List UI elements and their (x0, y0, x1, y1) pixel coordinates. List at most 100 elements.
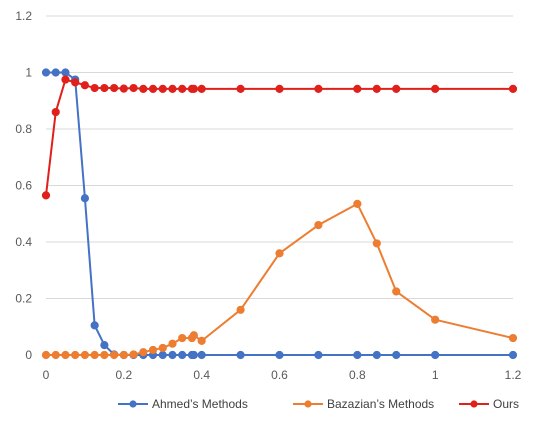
data-point (178, 84, 187, 93)
data-point (353, 84, 362, 93)
data-point (197, 336, 206, 345)
data-point (71, 350, 80, 360)
series-line (46, 71, 513, 356)
x-tick-label: 1 (432, 368, 439, 382)
data-point (189, 331, 198, 340)
data-point (80, 81, 90, 90)
data-point (71, 78, 80, 87)
y-tick-label: 0 (25, 348, 32, 362)
data-point (197, 84, 206, 93)
data-point (119, 84, 128, 93)
data-point (51, 107, 60, 117)
data-point (168, 350, 177, 360)
data-point (90, 321, 99, 330)
data-point (168, 84, 177, 93)
x-tick-label: 0 (43, 368, 50, 382)
data-point (178, 350, 187, 360)
x-tick-label: 0.6 (271, 368, 288, 382)
data-point (100, 341, 109, 350)
data-point (372, 239, 381, 248)
x-axis-ticks: 0 0.2 0.4 0.6 0.8 1 1.2 (43, 368, 522, 382)
legend-item: Bazazian’s Methods (293, 397, 434, 411)
data-point (197, 350, 206, 360)
legend-label: Ahmed’s Methods (152, 397, 248, 411)
data-point (90, 83, 99, 93)
y-tick-label: 1.2 (15, 9, 32, 23)
y-tick-label: 0.8 (15, 122, 32, 136)
data-point (110, 350, 119, 360)
data-point (148, 345, 158, 355)
data-point (353, 199, 362, 208)
data-point (80, 350, 90, 360)
data-point (508, 84, 518, 93)
data-point (41, 350, 51, 360)
data-point (431, 350, 440, 360)
legend-item: Ahmed’s Methods (118, 397, 248, 411)
x-tick-label: 0.2 (115, 368, 132, 382)
series-0 (41, 68, 518, 360)
data-point (90, 350, 99, 360)
data-point (129, 350, 138, 359)
data-point (392, 287, 401, 296)
data-point (51, 350, 60, 360)
data-point (61, 68, 70, 77)
y-tick-label: 1 (25, 66, 32, 80)
data-point (119, 350, 128, 360)
data-point (508, 333, 518, 343)
y-axis-ticks: 0 0.2 0.4 0.6 0.8 1 1.2 (15, 9, 32, 362)
data-point (275, 350, 284, 360)
data-point (431, 84, 440, 93)
data-point (189, 350, 198, 360)
data-point (372, 350, 381, 360)
series-lines (41, 68, 518, 360)
data-point (236, 350, 245, 360)
data-point (431, 315, 440, 324)
y-tick-label: 0.4 (15, 235, 32, 249)
legend: Ahmed’s Methods Bazazian’s Methods Ours (118, 397, 519, 411)
data-point (372, 84, 381, 93)
data-point (148, 84, 158, 93)
data-point (314, 84, 323, 93)
series-line (46, 202, 514, 356)
data-point (236, 305, 245, 314)
legend-item: Ours (459, 397, 519, 411)
x-tick-label: 1.2 (505, 368, 522, 382)
y-tick-label: 0.6 (15, 179, 32, 193)
data-point (139, 348, 148, 357)
legend-label: Bazazian’s Methods (327, 397, 434, 411)
data-point (100, 83, 109, 93)
y-tick-label: 0.2 (15, 292, 32, 306)
data-point (41, 191, 51, 200)
legend-swatch-marker (304, 400, 312, 408)
data-point (353, 350, 362, 360)
data-point (158, 343, 167, 353)
data-point (392, 350, 401, 360)
data-point (178, 333, 187, 343)
data-point (275, 249, 284, 258)
data-point (314, 350, 323, 360)
data-point (189, 84, 198, 93)
data-point (158, 84, 167, 93)
x-tick-label: 0.4 (193, 368, 210, 382)
legend-swatch-marker (470, 400, 478, 408)
data-point (158, 350, 167, 360)
data-point (61, 75, 70, 84)
data-point (41, 68, 51, 77)
series-1 (41, 199, 518, 360)
series-line (45, 78, 513, 196)
data-point (129, 83, 138, 93)
data-point (100, 350, 109, 360)
x-tick-label: 0.8 (349, 368, 366, 382)
data-point (80, 194, 90, 203)
legend-swatch-marker (129, 400, 137, 408)
legend-label: Ours (493, 397, 519, 411)
data-point (139, 84, 148, 93)
data-point (61, 350, 70, 360)
series-2 (41, 75, 518, 200)
data-point (51, 68, 60, 77)
data-point (392, 84, 401, 93)
data-point (236, 84, 245, 93)
data-point (168, 339, 177, 348)
